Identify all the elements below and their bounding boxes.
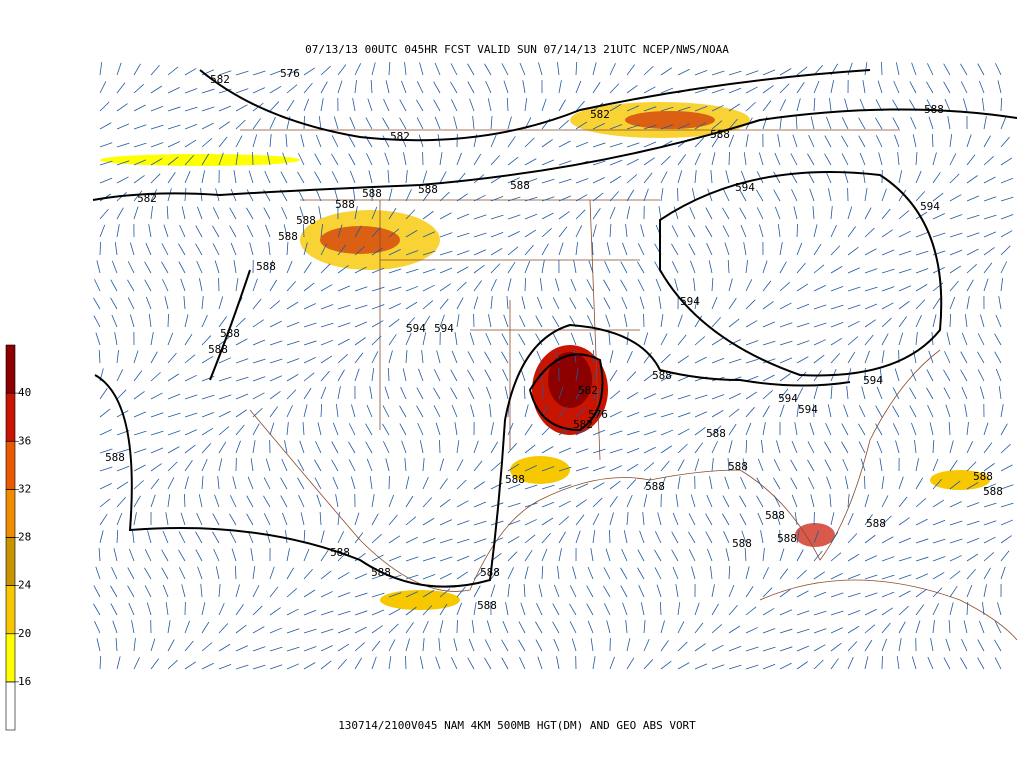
contour-label: 588: [220, 327, 240, 340]
wind-barb: [439, 440, 440, 453]
colorbar-swatch: [6, 538, 15, 586]
colorbar-label: 40: [18, 386, 31, 399]
contour-label: 594: [680, 295, 700, 308]
contour-label: 588: [983, 485, 1003, 498]
colorbar-swatch: [6, 682, 15, 730]
colorbar-label: 28: [18, 531, 31, 544]
contour-label: 588: [335, 198, 355, 211]
vort-patch: [795, 523, 835, 547]
contour-label: 588: [710, 128, 730, 141]
contour-label: 588: [706, 427, 726, 440]
vort-patch: [380, 590, 460, 610]
contour-label: 588: [208, 343, 228, 356]
colorbar-label: 20: [18, 627, 31, 640]
contour-label: 588: [256, 260, 276, 273]
contour-label: 588: [505, 473, 525, 486]
contour-label: 588: [105, 451, 125, 464]
contour-label: 588: [973, 470, 993, 483]
contour-label: 588: [728, 460, 748, 473]
contour-label: 588: [866, 517, 886, 530]
vort-patch: [320, 226, 400, 254]
wind-barb: [405, 656, 406, 669]
map-caption: 130714/2100V045 NAM 4KM 500MB HGT(DM) AN…: [338, 719, 696, 732]
contour-label: 588: [330, 546, 350, 559]
contour-label: 588: [652, 369, 672, 382]
contour-label: 588: [371, 566, 391, 579]
contour-label: 588: [362, 187, 382, 200]
colorbar-label: 24: [18, 579, 32, 592]
contour-label: 588: [278, 230, 298, 243]
contour-label: 576: [280, 67, 300, 80]
wind-barb: [304, 116, 305, 129]
vort-patch: [625, 111, 715, 129]
contour-label: 594: [778, 392, 798, 405]
contour-label: 594: [863, 374, 883, 387]
contour-label: 588: [480, 566, 500, 579]
contour-label: 594: [735, 181, 755, 194]
colorbar-label: 16: [18, 675, 31, 688]
colorbar-swatch: [6, 489, 15, 537]
colorbar-swatch: [6, 586, 15, 634]
contour-label: 588: [296, 214, 316, 227]
contour-label: 582: [390, 130, 410, 143]
colorbar-label: 32: [18, 482, 31, 495]
colorbar-swatch: [6, 393, 15, 441]
contour-label: 594: [798, 403, 818, 416]
colorbar-label: 36: [18, 434, 31, 447]
contour-label: 588: [418, 183, 438, 196]
wind-barb: [168, 314, 169, 327]
contour-label: 594: [434, 322, 454, 335]
contour-label: 588: [477, 599, 497, 612]
colorbar-swatch: [6, 345, 15, 393]
colorbar-swatch: [6, 634, 15, 682]
wind-barb: [864, 476, 865, 489]
contour-label: 582: [137, 192, 157, 205]
contour-label: 576: [588, 408, 608, 421]
contour-label: 594: [920, 200, 940, 213]
map-title: 07/13/13 00UTC 045HR FCST VALID SUN 07/1…: [305, 43, 729, 56]
wind-barb: [729, 152, 730, 165]
contour-label: 582: [578, 384, 598, 397]
vort-patch: [548, 352, 592, 408]
contour-label: 588: [645, 480, 665, 493]
contour-label: 588: [924, 103, 944, 116]
contour-label: 588: [732, 537, 752, 550]
colorbar-swatch: [6, 441, 15, 489]
contour-label: 594: [406, 322, 426, 335]
contour-label: 588: [765, 509, 785, 522]
wind-barb: [881, 62, 882, 75]
contour-label: 582: [210, 73, 230, 86]
contour-label: 588: [777, 532, 797, 545]
wind-barb: [100, 242, 101, 255]
contour-label: 588: [510, 179, 530, 192]
contour-label: 582: [590, 108, 610, 121]
